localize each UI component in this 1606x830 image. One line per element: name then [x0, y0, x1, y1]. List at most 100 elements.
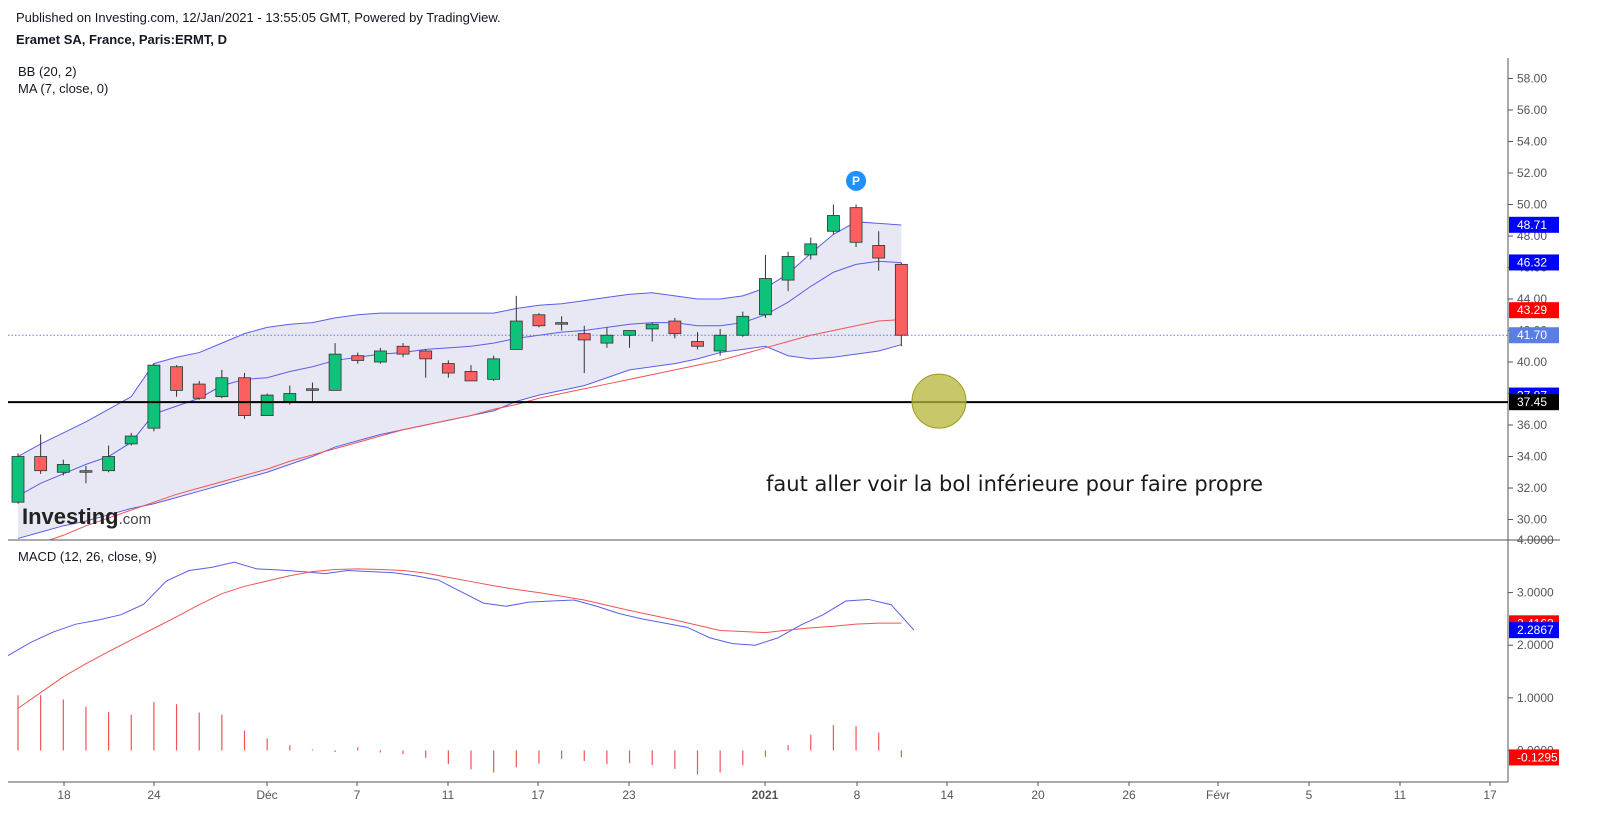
x-tick-label: 23: [622, 788, 636, 802]
highlight-circle: [911, 373, 967, 429]
candle-body: [464, 371, 478, 382]
p-marker-icon: [846, 170, 867, 191]
x-tick-label: 11: [1394, 788, 1407, 802]
candle-body: [215, 377, 229, 398]
price-tick-label: 54.00: [1517, 134, 1547, 148]
candle: [713, 328, 727, 356]
candle: [56, 459, 70, 476]
candle: [11, 453, 25, 504]
candle: [147, 363, 161, 432]
price-tag-label: 41.70: [1517, 328, 1547, 342]
candle-body: [872, 245, 886, 259]
price-tag-box: [1509, 394, 1559, 411]
candle-body: [124, 435, 138, 445]
price-tag-box: [1509, 216, 1559, 233]
macd-tick-label: 4.0000: [1517, 533, 1554, 547]
candle: [351, 352, 365, 364]
macd-tag-label: 2.2867: [1517, 623, 1554, 637]
x-tick-label: 26: [1122, 788, 1136, 802]
candle-body: [283, 393, 297, 402]
x-tick-label: 14: [940, 788, 954, 802]
candle: [691, 332, 704, 350]
macd-tick-label: 3.0000: [1517, 586, 1554, 600]
candle-body: [577, 333, 591, 341]
price-tick-label: 58.00: [1517, 71, 1547, 85]
candle-body: [102, 456, 115, 472]
price-tag: 46.32: [1509, 254, 1559, 271]
price-tag: 48.71: [1509, 216, 1559, 233]
p-marker-label: P: [852, 174, 860, 188]
candle: [238, 373, 251, 419]
price-tick-label: 50.00: [1517, 197, 1547, 211]
bb-middle-line: [17, 260, 902, 497]
candle-body: [623, 330, 636, 336]
ma-legend[interactable]: MA (7, close, 0): [18, 81, 109, 96]
x-tick-label: 18: [57, 788, 71, 802]
candle: [102, 445, 115, 473]
x-tick-label: 17: [1483, 788, 1497, 802]
price-tag: 37.45: [1509, 394, 1559, 411]
price-tag: 43.29: [1509, 302, 1559, 319]
candle: [577, 325, 591, 374]
candle-body: [441, 363, 455, 374]
symbol-title: Eramet SA, France, Paris:ERMT, D: [16, 32, 227, 47]
candle-body: [555, 322, 568, 325]
price-tick-label: 34.00: [1517, 450, 1547, 464]
candle-body: [170, 366, 183, 391]
price-tag-label: 48.71: [1517, 218, 1547, 232]
candle-body: [509, 320, 523, 350]
macd-legend[interactable]: MACD (12, 26, close, 9): [18, 549, 157, 564]
candle-body: [306, 388, 319, 391]
candle-body: [691, 341, 704, 347]
candle: [124, 432, 138, 446]
candle: [668, 317, 682, 339]
bb-upper-line: [17, 221, 902, 457]
macd-line: [8, 561, 915, 657]
price-tick-label: 32.00: [1517, 481, 1547, 495]
x-tick-label: 8: [854, 788, 861, 802]
candle: [759, 254, 772, 318]
candle-body: [487, 358, 501, 380]
candle: [487, 355, 501, 381]
price-tag-box: [1509, 302, 1559, 319]
bb-legend[interactable]: BB (20, 2): [18, 64, 77, 79]
bb-fill: [18, 221, 902, 539]
candle: [215, 369, 229, 399]
candle-body: [328, 353, 342, 391]
x-tick-label: Févr: [1206, 788, 1230, 802]
price-tag-box: [1509, 254, 1559, 271]
candle: [170, 365, 183, 397]
candle: [441, 360, 455, 378]
candle: [623, 330, 636, 348]
candle: [849, 204, 863, 248]
candle: [781, 251, 795, 292]
price-tick-label: 36.00: [1517, 418, 1547, 432]
candle: [736, 311, 750, 337]
candle-body: [34, 456, 48, 472]
candle: [328, 343, 342, 391]
candle: [79, 465, 93, 484]
investing-logo: Investing.com: [22, 504, 151, 529]
annotation-text: faut aller voir la bol inférieure pour f…: [766, 472, 1263, 496]
candle-body: [736, 315, 750, 336]
candle: [306, 382, 319, 403]
candle: [804, 237, 818, 260]
x-tick-label: 7: [354, 788, 361, 802]
candle-body: [532, 314, 546, 327]
price-tag-label: 43.29: [1517, 303, 1547, 317]
candle-body: [645, 323, 659, 330]
published-info: Published on Investing.com, 12/Jan/2021 …: [16, 10, 501, 25]
candle: [192, 380, 206, 400]
price-tick-label: 52.00: [1517, 166, 1547, 180]
candle-body: [600, 334, 614, 344]
candle-body: [192, 383, 206, 399]
x-tick-label: 2021: [752, 788, 779, 802]
macd-tick-label: 1.0000: [1517, 691, 1554, 705]
candle-body: [894, 263, 908, 336]
candle-body: [238, 377, 251, 416]
candle-body: [351, 355, 365, 361]
candle: [509, 295, 523, 350]
candle-body: [849, 207, 863, 243]
candle-body: [260, 394, 274, 416]
